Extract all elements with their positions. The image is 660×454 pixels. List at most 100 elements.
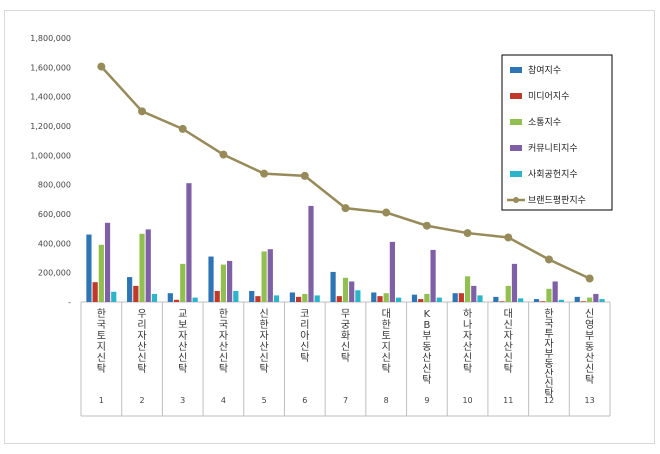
bar-3-5: [261, 251, 267, 302]
legend-label: 커뮤니티지수: [528, 143, 578, 154]
bar-4-5: [267, 249, 273, 302]
brand-reputation-point-6: [300, 171, 309, 180]
bar-1-8: [371, 292, 377, 302]
bar-3-12: [546, 288, 552, 302]
bar-3-4: [220, 264, 227, 302]
bar-4-2: [145, 229, 151, 302]
brand-reputation-point-8: [382, 208, 391, 217]
bar-2-1: [92, 282, 98, 302]
bar-5-3: [192, 297, 198, 302]
brand-reputation-point-1: [97, 62, 106, 71]
bar-1-10: [452, 293, 458, 302]
bar-3-13: [587, 297, 593, 302]
bar-5-4: [233, 291, 239, 302]
legend-swatch: [510, 171, 522, 177]
bar-2-11: [499, 301, 505, 302]
y-tick-label: -: [68, 298, 71, 307]
bar-4-7: [349, 281, 355, 302]
brand-reputation-point-9: [422, 221, 431, 230]
bar-4-12: [552, 281, 558, 302]
y-tick-label: 1,000,000: [30, 151, 71, 160]
bar-3-7: [342, 277, 349, 302]
category-index-label: 7: [343, 396, 348, 405]
legend-swatch-marker: [513, 197, 519, 203]
legend-label: 참여지수: [528, 64, 561, 76]
brand-reputation-point-11: [504, 233, 513, 242]
bar-2-12: [540, 301, 546, 302]
category-index-label: 5: [262, 396, 267, 405]
bar-5-11: [518, 298, 524, 302]
bar-2-3: [173, 299, 180, 302]
bar-5-9: [436, 297, 442, 302]
bar-3-9: [424, 293, 430, 302]
y-tick-label: 800,000: [38, 181, 71, 190]
bar-5-10: [477, 295, 483, 302]
bar-5-6: [314, 295, 320, 302]
bar-4-13: [593, 293, 599, 302]
bar-1-2: [127, 277, 133, 302]
bar-1-13: [574, 296, 580, 302]
legend-label: 사회공헌지수: [528, 169, 578, 180]
y-tick-label: 1,800,000: [30, 34, 71, 43]
category-index-label: 11: [503, 396, 513, 405]
category-index-label: 6: [302, 396, 307, 405]
category-index-label: 12: [544, 396, 554, 405]
legend-swatch: [510, 93, 522, 99]
bar-3-11: [505, 285, 511, 302]
bar-1-3: [167, 293, 173, 302]
bar-3-3: [180, 263, 186, 302]
category-index-label: 13: [585, 396, 595, 405]
bar-2-2: [133, 285, 139, 302]
bar-4-9: [430, 249, 436, 302]
category-index-label: 3: [180, 396, 185, 405]
bar-2-13: [580, 301, 587, 302]
bar-5-5: [273, 295, 280, 302]
bar-1-4: [208, 256, 214, 302]
bar-3-1: [98, 244, 104, 302]
bar-4-8: [389, 241, 395, 302]
bar-3-2: [139, 233, 145, 302]
bar-1-11: [493, 296, 499, 302]
bar-2-8: [377, 296, 383, 302]
legend-label: 브랜드평판지수: [528, 195, 586, 206]
bar-1-6: [289, 292, 296, 302]
bar-5-12: [558, 299, 564, 302]
bar-2-7: [336, 296, 342, 302]
legend-swatch: [510, 67, 522, 73]
brand-reputation-point-4: [219, 150, 228, 159]
bar-4-11: [511, 263, 518, 302]
bar-3-10: [464, 276, 471, 302]
brand-reputation-point-10: [463, 229, 472, 238]
brand-reputation-point-2: [138, 107, 147, 116]
bar-5-2: [151, 293, 158, 302]
legend-swatch: [510, 145, 522, 151]
bar-4-4: [227, 260, 233, 302]
bar-1-1: [86, 234, 92, 302]
legend-label: 미디어지수: [528, 91, 569, 102]
legend-swatch: [510, 119, 522, 125]
brand-reputation-point-5: [260, 169, 269, 178]
category-index-label: 9: [424, 396, 429, 405]
bar-3-8: [383, 293, 389, 302]
brand-reputation-point-7: [341, 204, 350, 213]
bar-5-1: [111, 291, 117, 302]
brand-reputation-point-12: [544, 255, 553, 264]
y-tick-label: 1,400,000: [30, 93, 71, 102]
brand-reputation-point-13: [585, 274, 594, 283]
bar-2-5: [255, 296, 261, 302]
legend-box: [501, 54, 613, 211]
y-tick-label: 400,000: [38, 239, 71, 248]
bar-2-9: [418, 299, 424, 302]
bar-4-3: [186, 183, 192, 302]
